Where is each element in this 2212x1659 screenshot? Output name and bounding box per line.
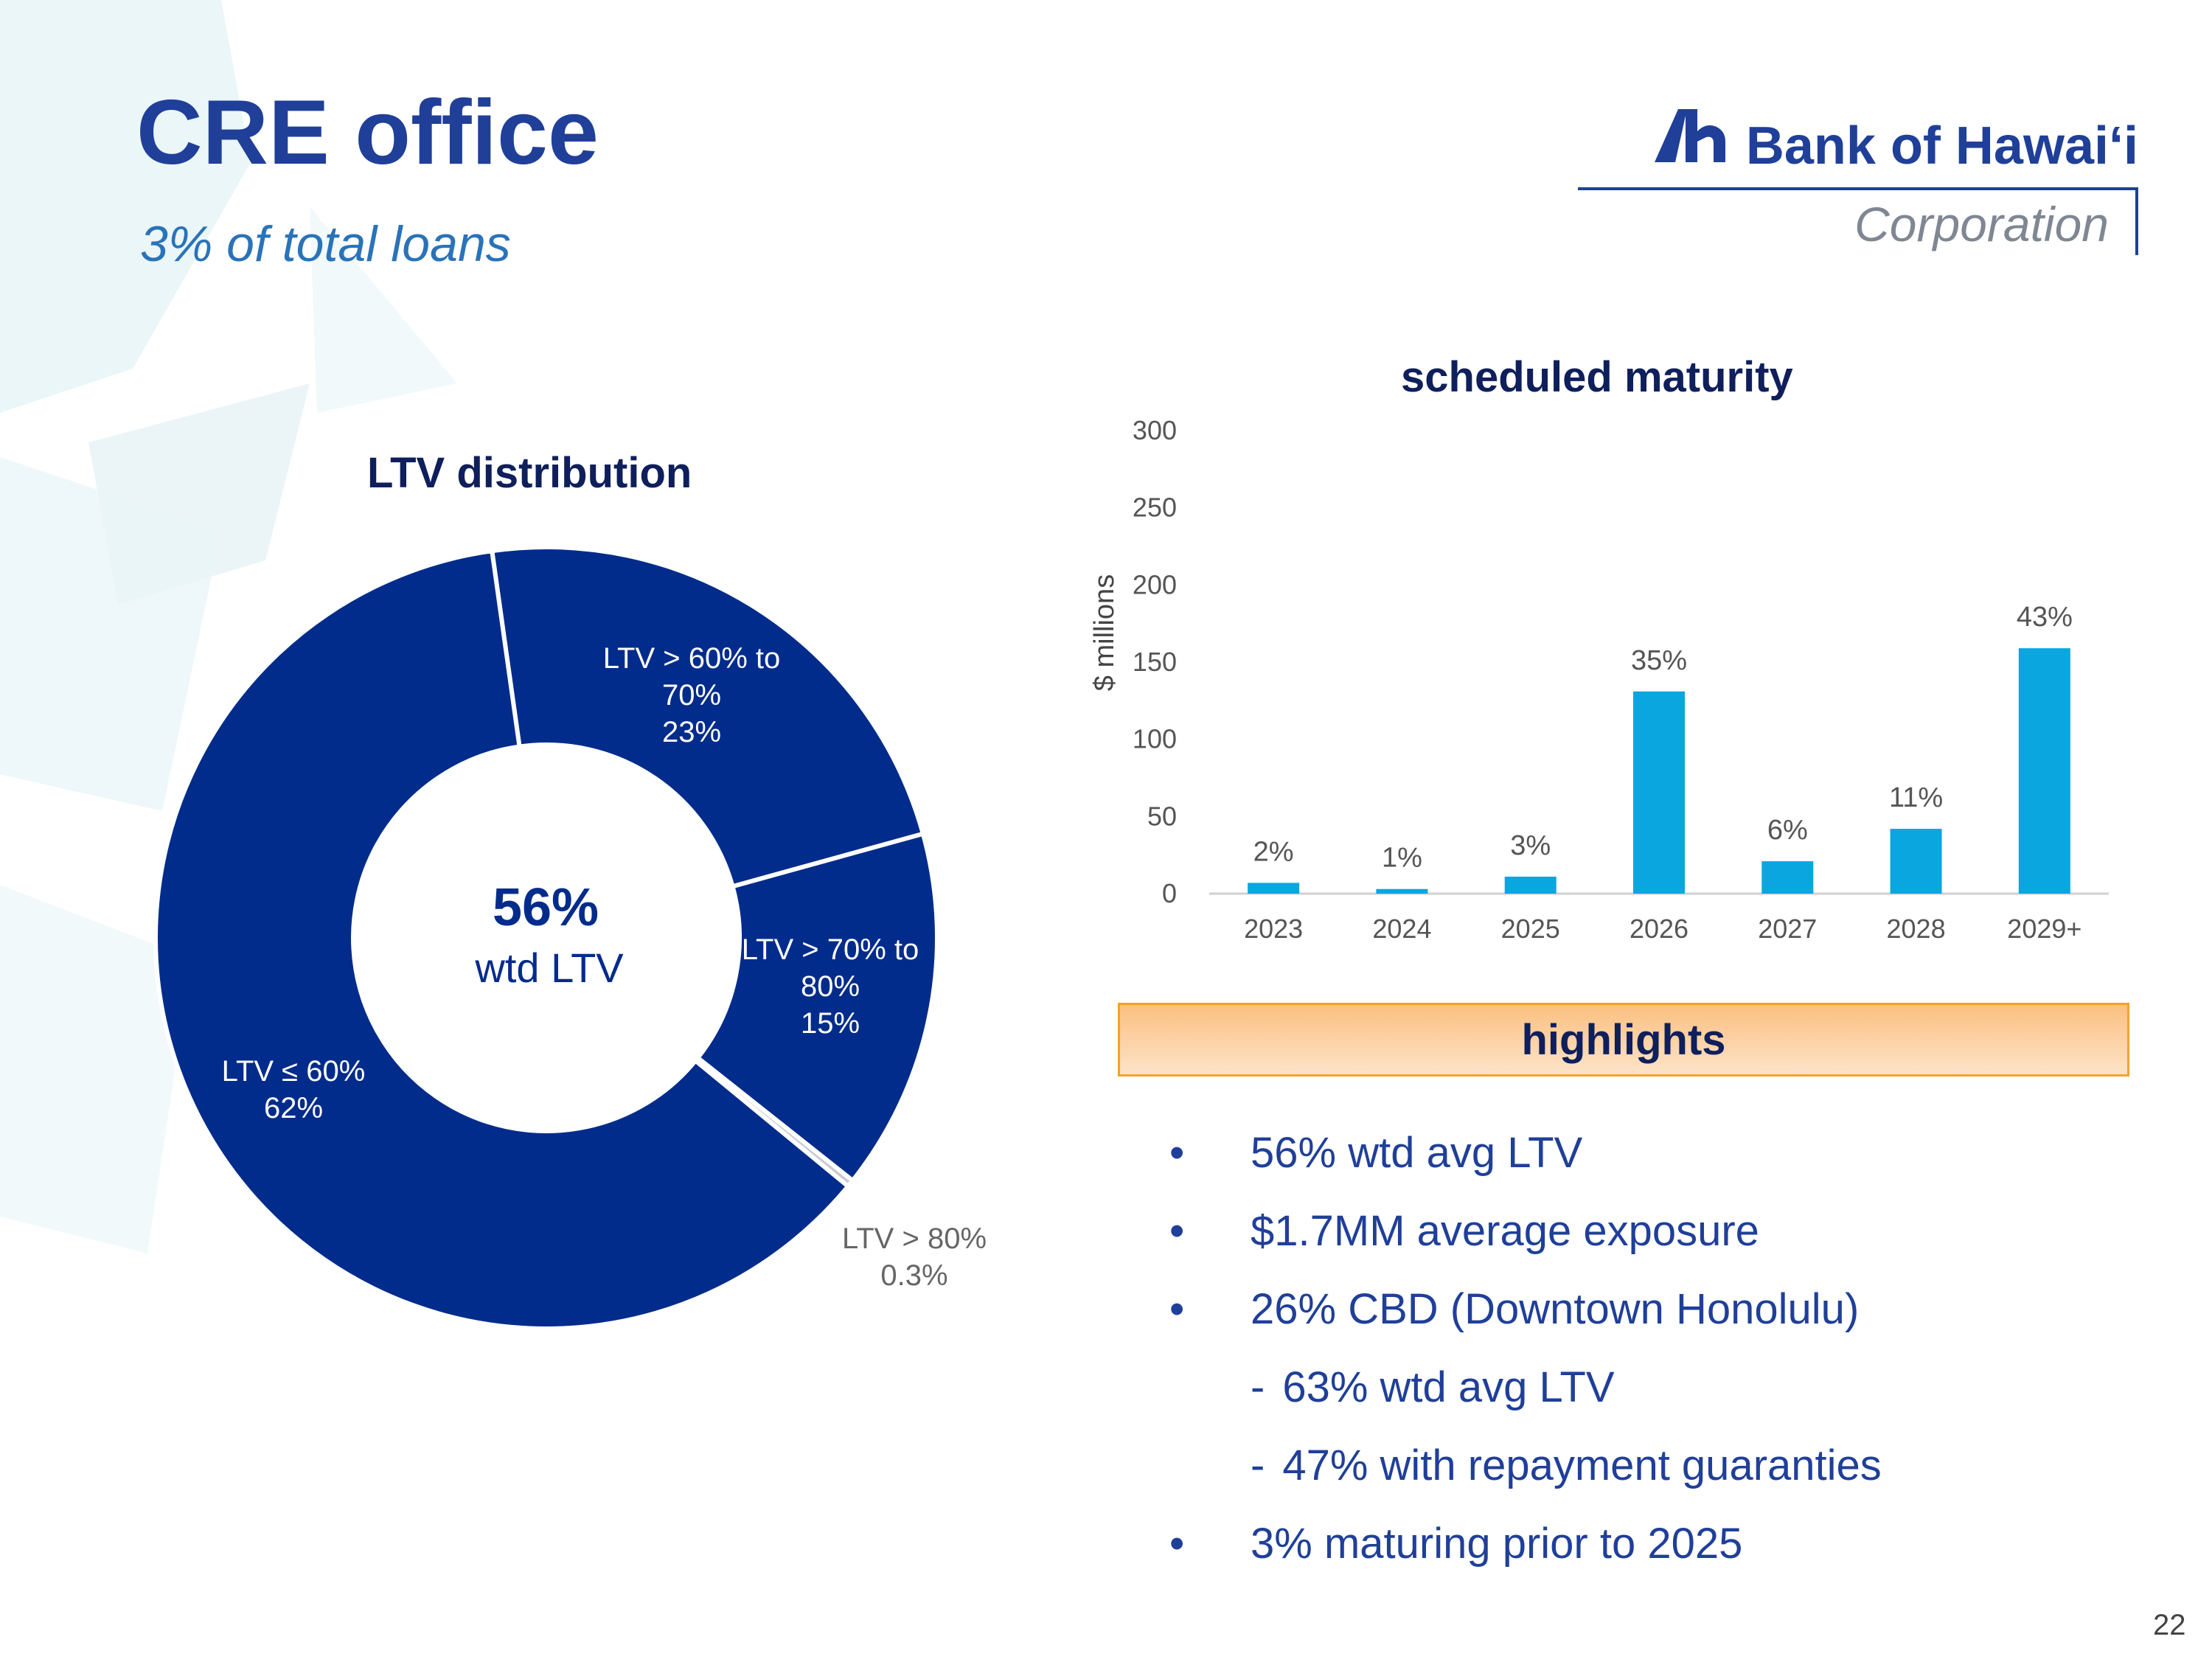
- dash-icon: -: [1251, 1441, 1265, 1489]
- x-tick-label: 2025: [1501, 914, 1560, 944]
- donut-slice-ltv-60-to-70: [489, 545, 926, 889]
- list-sub-item: - 47% with repayment guaranties: [1165, 1441, 2124, 1519]
- logo-rule-vertical: [2135, 187, 2138, 255]
- x-tick-label: 2026: [1630, 914, 1688, 944]
- highlights-title: highlights: [1521, 1016, 1726, 1064]
- slice-label-60-70: LTV > 60% to 70% 23%: [602, 642, 781, 748]
- bar-2025: [1504, 876, 1557, 894]
- list-item: • 3% maturing prior to 2025: [1165, 1519, 2124, 1597]
- bar-data-label: 2%: [1253, 836, 1294, 867]
- bar-data-label: 35%: [1631, 645, 1687, 676]
- bullet-icon: •: [1169, 1207, 1185, 1255]
- bullet-icon: •: [1169, 1520, 1185, 1568]
- y-axis-label: $ millions: [1089, 574, 1120, 691]
- list-item-text: 47% with repayment guaranties: [1282, 1441, 1882, 1489]
- list-item-text: 56% wtd avg LTV: [1251, 1129, 1583, 1177]
- logo-rule: [1578, 187, 2138, 190]
- y-tick-label: 100: [1133, 724, 1177, 754]
- page-number: 22: [2153, 1609, 2186, 1641]
- y-tick-label: 150: [1133, 647, 1177, 677]
- x-tick-label: 2028: [1887, 914, 1946, 944]
- bar-2029+: [2018, 648, 2070, 894]
- list-item: • 26% CBD (Downtown Honolulu): [1165, 1284, 2124, 1363]
- maturity-chart-title: scheduled maturity: [1401, 353, 1793, 401]
- bar-data-label: 11%: [1889, 782, 1943, 813]
- y-tick-label: 300: [1133, 415, 1177, 445]
- logo-bank-name: Bank of Hawaiʻi: [1745, 116, 2138, 175]
- bullet-icon: •: [1169, 1129, 1185, 1177]
- bar-data-label: 1%: [1382, 843, 1422, 874]
- y-tick-label: 0: [1162, 878, 1177, 908]
- page-subtitle: 3% of total loans: [140, 216, 511, 272]
- x-tick-label: 2027: [1758, 914, 1817, 944]
- x-tick-label: 2023: [1244, 914, 1303, 944]
- bar-data-label: 6%: [1767, 815, 1808, 846]
- bank-logo: Bank of Hawaiʻi Corporation: [1578, 103, 2138, 265]
- donut-slice-ltv-70-to-80: [695, 831, 939, 1184]
- dash-icon: -: [1251, 1363, 1265, 1411]
- list-item-text: 3% maturing prior to 2025: [1251, 1520, 1743, 1568]
- bar-2023: [1248, 883, 1300, 894]
- list-item: • $1.7MM average exposure: [1165, 1206, 2124, 1284]
- bar-data-label: 3%: [1510, 830, 1551, 861]
- page-title: CRE office: [136, 82, 599, 184]
- list-item-text: $1.7MM average exposure: [1251, 1207, 1759, 1255]
- highlights-list: • 56% wtd avg LTV • $1.7MM average expos…: [1165, 1128, 2124, 1597]
- background-decoration: [0, 0, 457, 1253]
- slice-label-under-60: LTV ≤ 60% 62%: [221, 1055, 366, 1124]
- y-tick-label: 200: [1133, 569, 1177, 599]
- slice-label-70-80: LTV > 70% to 80% 15%: [741, 933, 919, 1040]
- logo-mark-icon: [1654, 109, 1725, 162]
- bar-2024: [1376, 888, 1428, 894]
- list-sub-item: - 63% wtd avg LTV: [1165, 1363, 2124, 1441]
- highlights-header: highlights: [1118, 1003, 2129, 1077]
- list-item-text: 63% wtd avg LTV: [1282, 1363, 1615, 1411]
- donut-slice-ltv-60: [153, 548, 852, 1331]
- donut-center-label: wtd LTV: [475, 945, 624, 991]
- bullet-icon: •: [1169, 1285, 1185, 1333]
- y-tick-label: 50: [1147, 801, 1177, 831]
- slice-label-over-80: LTV > 80% 0.3%: [841, 1222, 987, 1292]
- bar-2026: [1633, 691, 1685, 894]
- list-item-text: 26% CBD (Downtown Honolulu): [1251, 1285, 1860, 1333]
- bar-2028: [1890, 829, 1942, 894]
- maturity-bar-chart: 0 50 100 150 200 250 300 $ millions 2% 2023 1% 2024…: [1089, 415, 2109, 944]
- ltv-chart-title: LTV distribution: [367, 449, 692, 497]
- donut-center-value: 56%: [492, 878, 599, 937]
- y-tick-label: 250: [1133, 493, 1177, 523]
- logo-corporation: Corporation: [1854, 197, 2109, 251]
- x-tick-label: 2029+: [2007, 914, 2081, 944]
- list-item: • 56% wtd avg LTV: [1165, 1128, 2124, 1206]
- x-tick-label: 2024: [1372, 914, 1431, 944]
- bar-2027: [1761, 861, 1814, 894]
- bar-data-label: 43%: [2017, 602, 2073, 633]
